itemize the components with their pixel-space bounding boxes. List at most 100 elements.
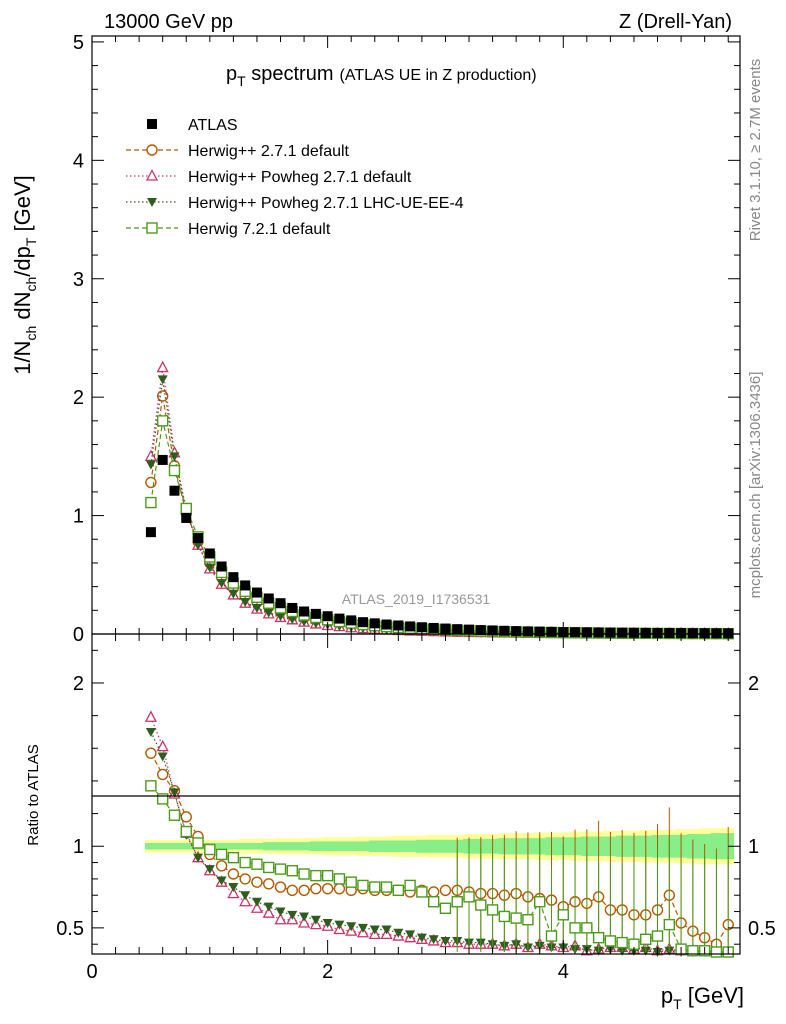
- ratio-point-2-11: [274, 912, 287, 925]
- ratio-point-2-8: [239, 894, 252, 907]
- main-point-0-0: [145, 527, 156, 538]
- ratio-point-4-1: [156, 793, 169, 805]
- main-point-0-8: [240, 580, 251, 591]
- legend: ATLAS Herwig++ 2.7.1 default Herwig++ Powh…: [126, 117, 464, 238]
- ratio-point-3-1: [157, 752, 168, 762]
- ratio-point-4-33: [534, 896, 546, 908]
- main-point-0-10: [263, 593, 274, 604]
- main-point-4-1: [156, 415, 169, 427]
- ratio-point-1-1: [156, 768, 169, 781]
- ratio-point-3-24: [428, 935, 439, 945]
- main-ytick-label: 3: [73, 269, 84, 291]
- ratio-panel-series: [144, 710, 735, 958]
- ratio-point-4-48: [710, 946, 723, 958]
- ratio-point-4-40: [616, 936, 628, 949]
- xtick-label: 2: [322, 961, 333, 983]
- main-point-0-1: [157, 454, 168, 465]
- main-point-4-0: [145, 496, 157, 509]
- ratio-point-4-35: [557, 909, 569, 921]
- ratio-point-1-11: [274, 881, 287, 893]
- ratio-point-4-10: [263, 861, 275, 874]
- ratio-series-4: [145, 780, 734, 958]
- main-point-0-19: [369, 618, 380, 629]
- main-point-0-32: [522, 626, 533, 637]
- title-main: p: [226, 63, 237, 85]
- main-point-3-9: [251, 603, 262, 613]
- ratio-point-4-19: [369, 881, 381, 893]
- ratio-point-4-15: [321, 869, 334, 882]
- ratio-point-4-23: [416, 886, 428, 898]
- ylabel-part-c: /dp: [10, 246, 35, 277]
- main-point-0-23: [416, 622, 427, 633]
- main-point-3-6: [216, 579, 227, 589]
- header-left: 13000 GeV pp: [104, 11, 233, 33]
- ratio-point-4-46: [687, 945, 699, 957]
- xlabel-part-a: p: [661, 983, 673, 1008]
- ratio-point-3-23: [416, 933, 427, 943]
- ylabel-part-d: [GeV]: [10, 175, 35, 237]
- ratio-point-4-4: [192, 837, 204, 849]
- main-y-axis-label: 1/Nch dNch/dpT [GeV]: [10, 175, 39, 375]
- ratio-panel-frame: [91, 633, 741, 955]
- rivet-label: Rivet 3.1.10, ≥ 2.7M events: [747, 59, 764, 242]
- ratio-point-4-12: [286, 865, 298, 877]
- main-ytick-label: 4: [73, 150, 84, 172]
- ylabel-sub-c: T: [23, 237, 39, 246]
- ratio-point-1-7: [227, 868, 240, 880]
- ratio-point-1-12: [286, 884, 298, 897]
- ylabel-part-b: dN: [10, 292, 35, 326]
- ratio-ytick-label-right: 2: [748, 673, 759, 695]
- ratio-point-1-0: [145, 747, 157, 759]
- legend-label-3: Herwig++ Powheg 2.7.1 LHC-UE-EE-4: [188, 195, 464, 212]
- main-point-0-2: [169, 485, 180, 496]
- main-point-0-20: [381, 619, 392, 630]
- ratio-ytick-label-right: 1: [748, 836, 759, 858]
- ratio-point-4-43: [651, 930, 664, 942]
- main-point-3-7: [228, 589, 239, 599]
- main-point-0-7: [228, 572, 239, 583]
- legend-marker-0: [147, 119, 157, 129]
- ratio-point-4-38: [592, 931, 605, 944]
- header-right: Z (Drell-Yan): [619, 11, 732, 33]
- main-point-0-30: [499, 625, 510, 636]
- xlabel-sub-a: T: [673, 996, 682, 1012]
- ratio-point-2-1: [156, 739, 169, 752]
- ratio-point-3-18: [357, 923, 368, 933]
- ratio-point-1-25: [439, 884, 452, 897]
- ratio-point-1-8: [239, 873, 251, 885]
- ratio-point-3-22: [405, 930, 416, 940]
- ratio-ytick-label: 0.5: [56, 918, 84, 940]
- ratio-point-3-13: [299, 912, 310, 922]
- ratio-point-1-16: [333, 882, 346, 895]
- legend-label-0: ATLAS: [188, 117, 238, 134]
- ratio-point-3-7: [228, 883, 239, 893]
- ratio-point-3-9: [251, 897, 262, 907]
- legend-label-2: Herwig++ Powheg 2.7.1 default: [188, 169, 412, 186]
- ylabel-sub-b: ch: [23, 277, 39, 292]
- ylabel-part-a: 1/N: [10, 341, 35, 375]
- ratio-point-4-26: [451, 896, 463, 908]
- main-point-0-4: [193, 533, 204, 544]
- legend-item-3: Herwig++ Powheg 2.7.1 LHC-UE-EE-4: [126, 195, 464, 212]
- ratio-point-4-22: [404, 879, 416, 892]
- main-point-0-9: [251, 587, 262, 598]
- main-point-3-12: [287, 615, 298, 625]
- ratio-ytick-label-right: 0.5: [748, 918, 776, 940]
- ratio-point-4-9: [251, 858, 263, 870]
- mcplots-label: mcplots.cern.ch [arXiv:1306.3436]: [747, 372, 764, 599]
- main-point-0-22: [405, 621, 416, 632]
- main-ytick-label: 1: [73, 506, 84, 528]
- main-point-3-2: [169, 452, 180, 462]
- main-series-0: [145, 454, 734, 639]
- ratio-point-3-15: [322, 918, 333, 928]
- ratio-line-3: [150, 731, 729, 953]
- ratio-point-3-6: [216, 876, 227, 886]
- main-point-0-44: [664, 628, 675, 639]
- main-point-3-4: [193, 541, 204, 551]
- ratio-point-2-7: [227, 886, 240, 899]
- main-point-4-3: [180, 502, 192, 515]
- ratio-ytick-label: 1: [73, 836, 84, 858]
- main-y-ticks: 0 1 2 3 4 5: [73, 32, 740, 646]
- main-point-0-46: [687, 628, 698, 639]
- main-point-0-24: [428, 622, 439, 633]
